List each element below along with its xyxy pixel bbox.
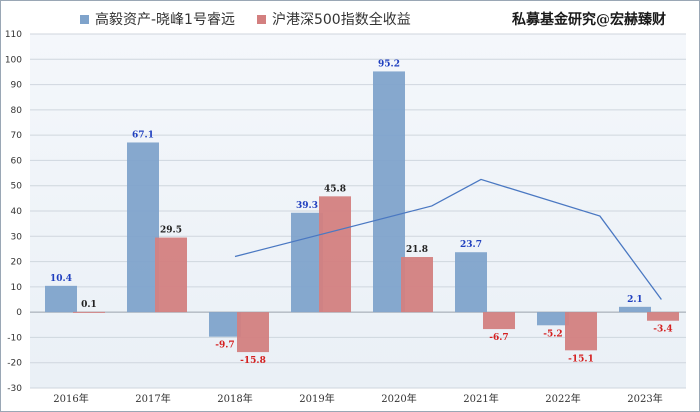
bar-index: [237, 312, 269, 353]
y-tick-label: -20: [7, 359, 22, 369]
y-tick-label: -30: [7, 384, 22, 394]
legend: 高毅资产-晓峰1号睿远 沪港深500指数全收益: [80, 8, 411, 30]
y-tick-label: 100: [5, 55, 22, 65]
y-tick-label: 20: [11, 258, 23, 268]
y-tick-label: -10: [7, 333, 22, 343]
data-label-index: -6.7: [489, 333, 508, 343]
chart-title-watermark: 私募基金研究@宏赫臻财: [512, 12, 666, 28]
trend-line: [234, 178, 662, 300]
bar-index: [401, 257, 433, 313]
data-label-index: 21.8: [406, 245, 428, 255]
data-label-index: 29.5: [160, 226, 182, 236]
data-label-fund: -5.2: [543, 329, 562, 339]
bar-fund: [455, 252, 487, 313]
y-tick-label: 50: [11, 182, 23, 192]
bar-fund: [373, 71, 405, 313]
y-tick-label: 30: [11, 232, 23, 242]
legend-swatch-index: [256, 14, 266, 24]
x-tick-label: 2017年: [135, 392, 170, 405]
data-label-fund: 23.7: [460, 240, 482, 250]
y-tick-label: 80: [11, 106, 23, 116]
y-tick-label: 110: [5, 30, 22, 40]
y-tick-label: 40: [11, 207, 23, 217]
data-label-index: -3.4: [653, 325, 672, 335]
bar-index: [565, 312, 597, 351]
data-label-index: 45.8: [324, 184, 346, 194]
bar-index: [483, 312, 515, 330]
bar-index: [319, 196, 351, 313]
data-label-index: 0.1: [81, 300, 97, 310]
bar-fund: [127, 142, 159, 313]
y-tick-label: 0: [16, 308, 22, 318]
legend-label-fund: 高毅资产-晓峰1号睿远: [95, 12, 235, 28]
data-label-index: -15.8: [240, 356, 266, 366]
bar-index: [155, 237, 187, 313]
bar-index: [647, 312, 679, 321]
x-tick-label: 2018年: [217, 392, 252, 405]
x-tick-label: 2019年: [299, 392, 334, 405]
x-tick-label: 2023年: [627, 392, 662, 405]
legend-swatch-fund: [80, 14, 89, 24]
legend-label-index: 沪港深500指数全收益: [271, 12, 411, 28]
data-label-fund: 2.1: [627, 295, 643, 305]
legend-item-index: 沪港深500指数全收益: [256, 9, 411, 29]
legend-item-fund: 高毅资产-晓峰1号睿远: [80, 9, 235, 29]
data-label-fund: 67.1: [132, 130, 154, 140]
data-label-fund: 10.4: [50, 274, 72, 284]
x-tick-label: 2020年: [381, 392, 416, 405]
x-tick-label: 2022年: [545, 392, 580, 405]
bar-fund: [209, 312, 241, 337]
data-label-fund: 95.2: [378, 59, 400, 69]
bar-fund: [619, 306, 651, 313]
data-label-fund: 39.3: [296, 201, 318, 211]
bar-fund: [45, 285, 77, 313]
bar-fund: [537, 312, 569, 326]
x-tick-label: 2021年: [463, 392, 498, 405]
bar-fund: [291, 212, 323, 313]
data-label-index: -15.1: [568, 354, 594, 364]
y-tick-label: 90: [11, 81, 23, 91]
y-tick-label: 10: [11, 283, 23, 293]
y-tick-label: 70: [11, 131, 23, 141]
data-label-fund: -9.7: [215, 341, 234, 351]
x-tick-label: 2016年: [53, 392, 88, 405]
bar-index: [73, 311, 105, 313]
y-tick-label: 60: [11, 156, 23, 166]
